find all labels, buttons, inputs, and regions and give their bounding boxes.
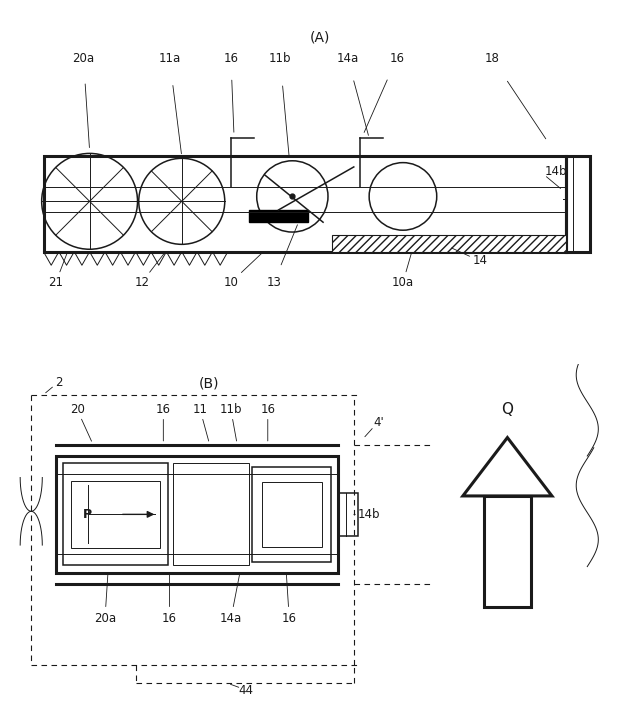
Text: 14b: 14b bbox=[358, 508, 381, 521]
Text: 16: 16 bbox=[156, 403, 171, 416]
Bar bbox=[566, 156, 590, 252]
Text: 16: 16 bbox=[162, 612, 177, 625]
Text: 11b: 11b bbox=[269, 52, 291, 65]
Text: 14a: 14a bbox=[220, 612, 242, 625]
Text: P: P bbox=[83, 508, 92, 521]
Bar bbox=[484, 496, 531, 606]
Text: 44: 44 bbox=[239, 684, 254, 697]
Bar bbox=[173, 464, 250, 565]
Bar bbox=[262, 482, 322, 547]
Bar bbox=[339, 493, 358, 536]
Text: 14b: 14b bbox=[544, 166, 567, 179]
Text: 16: 16 bbox=[223, 52, 239, 65]
Text: 10: 10 bbox=[223, 276, 238, 289]
Text: 2: 2 bbox=[55, 376, 63, 389]
Text: 11: 11 bbox=[193, 403, 208, 416]
Text: 20a: 20a bbox=[72, 52, 95, 65]
Text: Q: Q bbox=[501, 402, 513, 418]
Bar bbox=[56, 456, 339, 572]
Bar bbox=[63, 464, 168, 565]
Text: 20: 20 bbox=[70, 403, 84, 416]
Text: 18: 18 bbox=[484, 52, 499, 65]
Text: 14a: 14a bbox=[337, 52, 359, 65]
Bar bbox=[250, 210, 308, 222]
Text: 21: 21 bbox=[48, 276, 63, 289]
Text: 20a: 20a bbox=[94, 612, 116, 625]
Bar bbox=[44, 156, 566, 252]
Text: (A): (A) bbox=[310, 30, 330, 45]
Text: 12: 12 bbox=[134, 276, 149, 289]
Text: 11a: 11a bbox=[158, 52, 180, 65]
Text: 4': 4' bbox=[373, 415, 384, 428]
Text: (B): (B) bbox=[199, 376, 220, 390]
Bar bbox=[252, 467, 331, 562]
Text: 13: 13 bbox=[266, 276, 282, 289]
Bar bbox=[70, 480, 160, 548]
Text: 16: 16 bbox=[389, 52, 404, 65]
Text: 16: 16 bbox=[282, 612, 297, 625]
Text: 14: 14 bbox=[472, 254, 487, 267]
Text: 16: 16 bbox=[260, 403, 275, 416]
Text: 10a: 10a bbox=[392, 276, 414, 289]
Bar bbox=[332, 235, 566, 252]
Text: 11b: 11b bbox=[220, 403, 242, 416]
